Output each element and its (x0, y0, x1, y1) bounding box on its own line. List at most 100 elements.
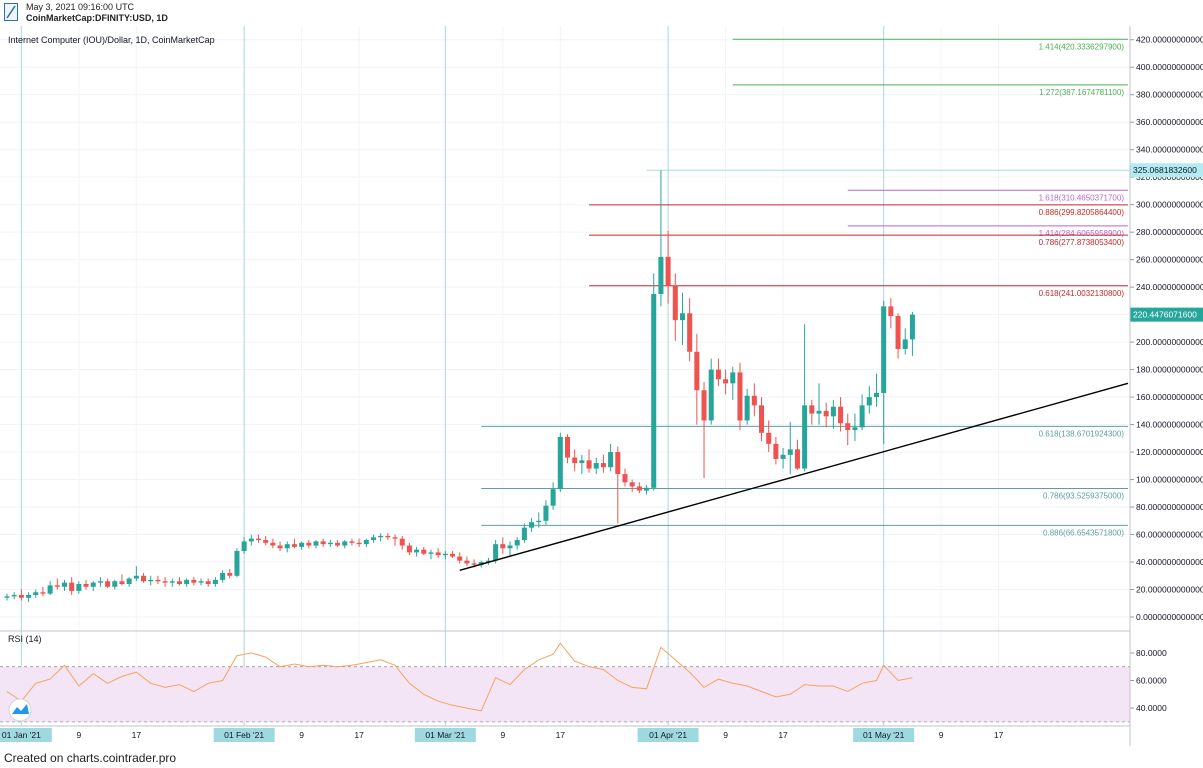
candle-body (90, 582, 96, 587)
candle-body (414, 549, 420, 553)
rsi-line (6, 642, 913, 712)
candle-body (723, 379, 729, 384)
time-tick-label: 9 (299, 730, 304, 740)
fib-level-label: 0.886(299.8205864400) (1039, 208, 1125, 217)
candle-body (830, 406, 836, 417)
candle-body (859, 405, 865, 428)
price-tick-label: 240.0000000000000 (1136, 282, 1203, 292)
trendline[interactable] (459, 382, 1129, 571)
price-tick-label: 40.0000000000000 (1136, 557, 1203, 567)
candle-body (744, 395, 750, 421)
price-tags: 220.4476071600 325.0681832600 (1130, 163, 1203, 322)
fib-level-label: 1.414(420.3336297900) (1039, 42, 1125, 51)
candle-body (191, 579, 197, 583)
high-price-label: 325.0681832600 (1133, 165, 1197, 175)
time-tick-label: 17 (778, 730, 788, 740)
price-tick-label: 200.0000000000000 (1136, 337, 1203, 347)
symbol-logo-icon (4, 3, 18, 21)
candle-body (493, 544, 499, 561)
month-label-box (0, 728, 52, 742)
candle-body (198, 581, 204, 583)
candle-body (184, 579, 190, 585)
time-tick-label: 01 Jan '21 (2, 730, 41, 740)
fib-level-label: 0.618(241.0032130800) (1039, 289, 1125, 298)
month-label-box (213, 728, 275, 742)
candle-body (485, 560, 491, 563)
time-tick-label: 9 (723, 730, 728, 740)
candle-body (234, 551, 240, 576)
chart-header: May 3, 2021 09:16:00 UTC CoinMarketCap:D… (0, 0, 1203, 26)
time-tick-label: 9 (76, 730, 81, 740)
candle-body (370, 537, 376, 541)
candle-body (133, 575, 139, 579)
candle-body (507, 545, 513, 549)
candle-body (40, 592, 46, 594)
candle-body (342, 541, 348, 546)
price-tick-label: 80.0000000000000 (1136, 502, 1203, 512)
candle-body (169, 581, 175, 583)
candle-body (644, 487, 650, 491)
time-tick-label: 17 (132, 730, 142, 740)
candle-body (378, 535, 384, 538)
month-label-box (414, 728, 476, 742)
candle-body (47, 585, 53, 594)
candle-body (4, 596, 10, 598)
candle-body (327, 542, 333, 545)
price-tick-label: 60.0000000000000 (1136, 530, 1203, 540)
candle-body (270, 542, 276, 546)
candle-body (26, 595, 32, 598)
candle-body (11, 595, 17, 597)
candle-body (399, 538, 405, 546)
price-tick-label: 280.0000000000000 (1136, 227, 1203, 237)
candle-body (881, 306, 887, 393)
rsi-tick-label: 40.0000 (1136, 703, 1167, 713)
grid-lines (0, 39, 1130, 618)
candle-body (759, 405, 765, 433)
candle-body (708, 369, 714, 421)
candle-body (162, 581, 168, 583)
candle-body (701, 390, 707, 421)
candle-body (557, 436, 563, 490)
price-tick-label: 180.0000000000000 (1136, 365, 1203, 375)
rsi-band (0, 666, 1130, 722)
fib-level-label: 1.618(310.4650371700) (1039, 193, 1125, 202)
rsi-tick-label: 80.0000 (1136, 648, 1167, 658)
price-tick-label: 360.0000000000000 (1136, 117, 1203, 127)
price-tick-label: 260.0000000000000 (1136, 255, 1203, 265)
rsi-pane: 40.0000 60.0000 80.0000 (0, 642, 1167, 723)
candle-body (141, 575, 147, 582)
price-chart[interactable]: 0.0000000000000 20.0000000000000 40.000000… (0, 26, 1203, 746)
fib-level-label: 0.618(138.6701924300) (1039, 429, 1125, 438)
candle-body (248, 538, 254, 542)
candle-body (629, 482, 635, 487)
candle-body (679, 313, 685, 321)
candle-body (33, 592, 39, 596)
candle-body (586, 460, 592, 469)
candle-body (148, 579, 154, 582)
tradingview-logo-icon[interactable] (8, 698, 32, 722)
candle-body (651, 294, 657, 488)
candle-body (543, 505, 549, 521)
candle-body (83, 584, 89, 587)
candle-body (363, 540, 369, 545)
time-axis[interactable]: 01 Jan '21 9 17 01 Feb '21 9 17 01 Mar '21 9 17 0… (0, 728, 1004, 742)
snapshot-timestamp: May 3, 2021 09:16:00 UTC (26, 2, 135, 12)
rsi-title: RSI (14) (8, 634, 42, 644)
candle-body (636, 486, 642, 491)
price-axis[interactable]: 0.0000000000000 20.0000000000000 40.000000… (1130, 35, 1203, 622)
time-tick-label: 9 (939, 730, 944, 740)
last-price-label: 220.4476071600 (1133, 310, 1197, 320)
price-tick-label: 340.0000000000000 (1136, 145, 1203, 155)
candle-body (356, 542, 362, 545)
footer-credit: Created on charts.cointrader.pro (4, 751, 177, 765)
candle-body (349, 541, 355, 543)
fib-level-label: 0.886(66.6543571800) (1043, 528, 1124, 537)
candle-body (902, 339, 908, 349)
price-tick-label: 0.0000000000000 (1136, 612, 1203, 622)
candle-body (97, 581, 103, 583)
candle-body (766, 432, 772, 444)
candle-body (816, 410, 822, 414)
candle-body (76, 584, 82, 591)
time-tick-label: 01 Apr '21 (649, 730, 687, 740)
candle-body (442, 553, 448, 556)
